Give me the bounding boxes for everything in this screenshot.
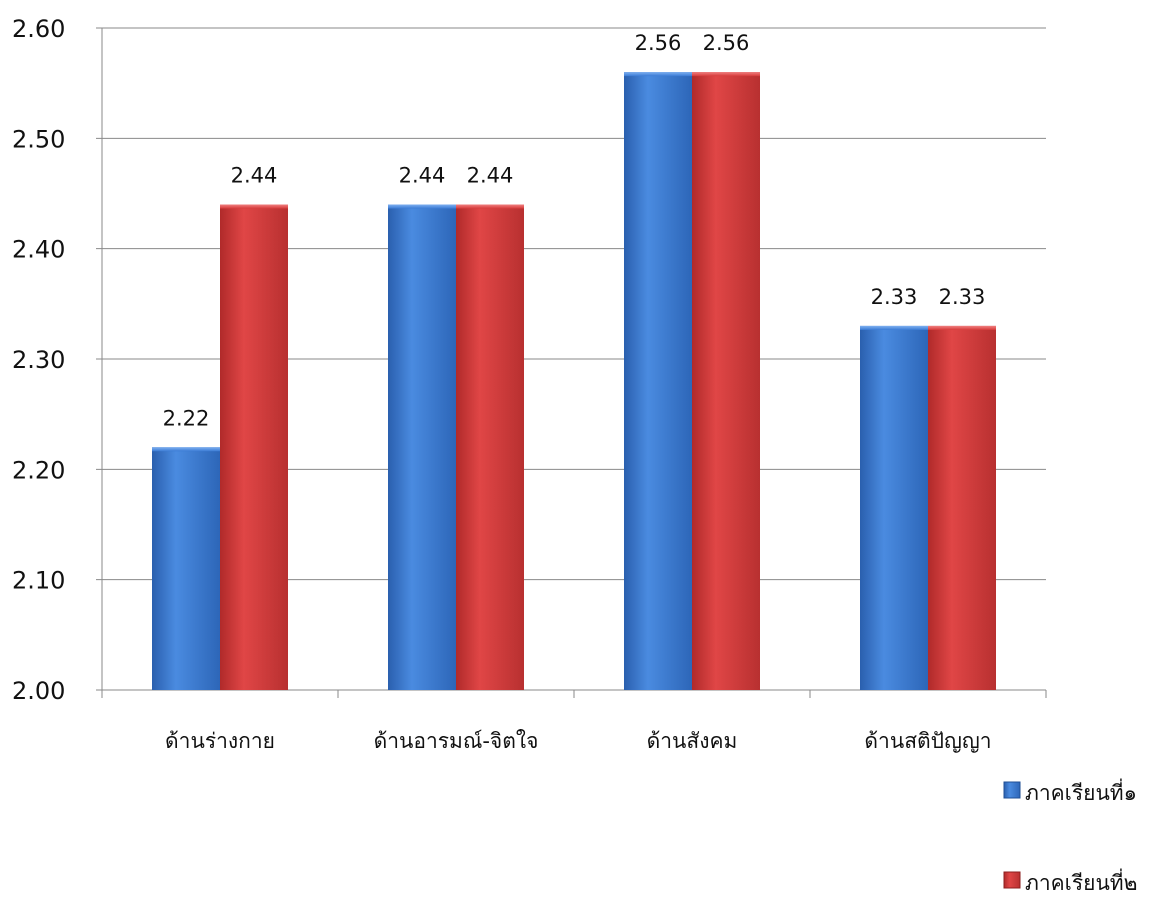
x-category-label: ด้านสติปัญญา <box>864 729 991 753</box>
bars <box>152 72 996 691</box>
x-category-label: ด้านร่างกาย <box>165 729 275 753</box>
data-label: 2.44 <box>467 164 514 188</box>
labels: 2.00 2.10 2.20 2.30 2.40 2.50 2.60 2.22 2.44 ด้าน… <box>12 15 992 753</box>
bar-series-1 <box>624 72 692 691</box>
bar-top-bevel <box>624 72 692 77</box>
data-label: 2.56 <box>635 31 682 55</box>
x-category-label: ด้านสังคม <box>647 729 738 753</box>
bar-top-bevel <box>456 204 524 209</box>
bar-top-bevel <box>860 325 928 330</box>
bar-series-1 <box>860 325 928 690</box>
bar-series-1 <box>388 204 456 691</box>
y-tick-label: 2.60 <box>12 15 65 43</box>
y-tick-label: 2.10 <box>12 567 65 595</box>
y-tick-label: 2.00 <box>12 677 65 705</box>
bar-series-1 <box>152 447 220 690</box>
data-label: 2.44 <box>399 164 446 188</box>
bar-series-2 <box>928 325 996 690</box>
y-tick-label: 2.20 <box>12 456 65 484</box>
legend-swatch <box>1003 871 1021 889</box>
y-tick-label: 2.50 <box>12 125 65 153</box>
bar-series-2 <box>220 204 288 691</box>
y-tick-label: 2.30 <box>12 346 65 374</box>
data-label: 2.56 <box>703 31 750 55</box>
bar-top-bevel <box>928 325 996 330</box>
legend-label: ภาคเรียนที่๑ <box>1025 778 1137 805</box>
y-tick-label: 2.40 <box>12 236 65 264</box>
bar-series-2 <box>456 204 524 691</box>
data-label: 2.22 <box>163 406 210 430</box>
data-label: 2.44 <box>231 164 278 188</box>
bar-top-bevel <box>692 72 760 77</box>
bar-top-bevel <box>388 204 456 209</box>
legend-swatch <box>1003 781 1021 799</box>
bar-top-bevel <box>220 204 288 209</box>
data-label: 2.33 <box>871 285 918 309</box>
data-label: 2.33 <box>939 285 986 309</box>
x-category-label: ด้านอารมณ์-จิตใจ <box>374 729 539 753</box>
bar-series-2 <box>692 72 760 691</box>
bar-top-bevel <box>152 447 220 452</box>
legend-label: ภาคเรียนที่๒ <box>1025 868 1138 895</box>
